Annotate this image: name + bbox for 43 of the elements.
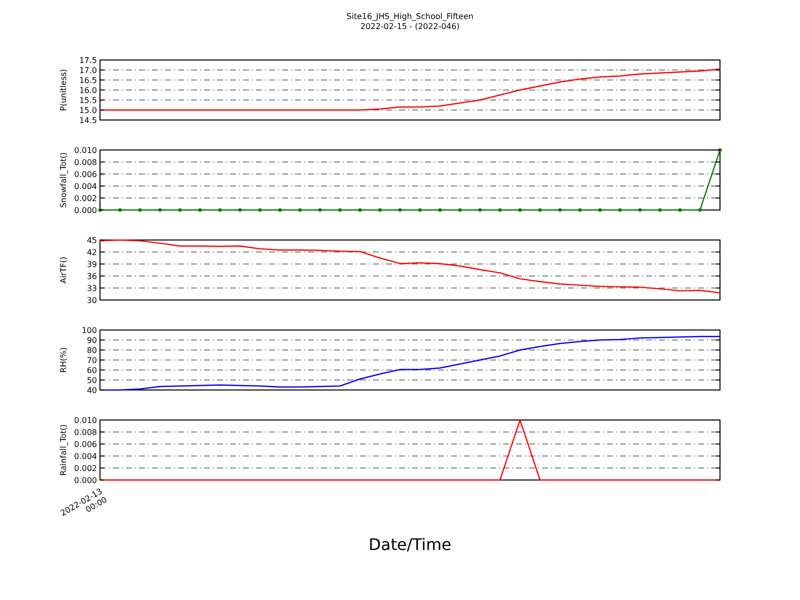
y-tick-label: 17.0	[79, 66, 97, 75]
y-axis-title: RH(%)	[59, 347, 68, 373]
y-tick-label: 33	[86, 284, 97, 293]
x-axis-title: Date/Time	[368, 535, 452, 554]
line-series	[99, 68, 721, 111]
y-tick-label: 15.5	[79, 96, 97, 105]
y-tick-label: 0.002	[74, 464, 97, 473]
y-tick-label: 40	[86, 386, 97, 395]
y-tick-label: 0.004	[74, 452, 97, 461]
y-tick-label: 80	[86, 346, 97, 355]
line-series	[99, 239, 721, 294]
y-tick-label: 15.0	[79, 106, 97, 115]
y-tick-label: 30	[86, 296, 97, 305]
y-tick-label: 60	[86, 366, 97, 375]
y-tick-label: 14.5	[79, 116, 97, 125]
y-tick-label: 0.008	[74, 158, 97, 167]
y-tick-label: 45	[86, 236, 97, 245]
y-tick-label: 0.000	[74, 206, 97, 215]
y-tick-label: 0.006	[74, 440, 97, 449]
y-tick-label: 0.000	[74, 476, 97, 485]
y-tick-label: 16.5	[79, 76, 97, 85]
y-tick-label: 36	[86, 272, 97, 281]
y-tick-label: 50	[86, 376, 97, 385]
y-tick-label: 0.002	[74, 194, 97, 203]
y-axis-title: Rainfall_Tot()	[59, 424, 68, 476]
y-tick-label: 100	[82, 326, 97, 335]
y-tick-label: 0.010	[74, 146, 97, 155]
chart-subtitle: 2022-02-15 - (2022-046)	[360, 22, 460, 31]
y-axis-title: AirTF()	[59, 256, 68, 284]
y-tick-label: 0.006	[74, 170, 97, 179]
y-tick-label: 17.5	[79, 56, 97, 65]
y-tick-label: 39	[86, 260, 97, 269]
y-tick-label: 0.010	[74, 416, 97, 425]
y-tick-label: 70	[86, 356, 97, 365]
y-tick-label: 42	[86, 248, 97, 257]
y-axis-title: Snowfall_Tot()	[59, 152, 68, 208]
chart-title: Site16_JHS_High_School_Fifteen	[346, 12, 474, 21]
y-tick-label: 0.008	[74, 428, 97, 437]
y-tick-label: 0.004	[74, 182, 97, 191]
line-series	[99, 336, 721, 391]
y-tick-label: 90	[86, 336, 97, 345]
y-axis-title: P(unitless)	[59, 68, 68, 112]
y-tick-label: 16.0	[79, 86, 97, 95]
